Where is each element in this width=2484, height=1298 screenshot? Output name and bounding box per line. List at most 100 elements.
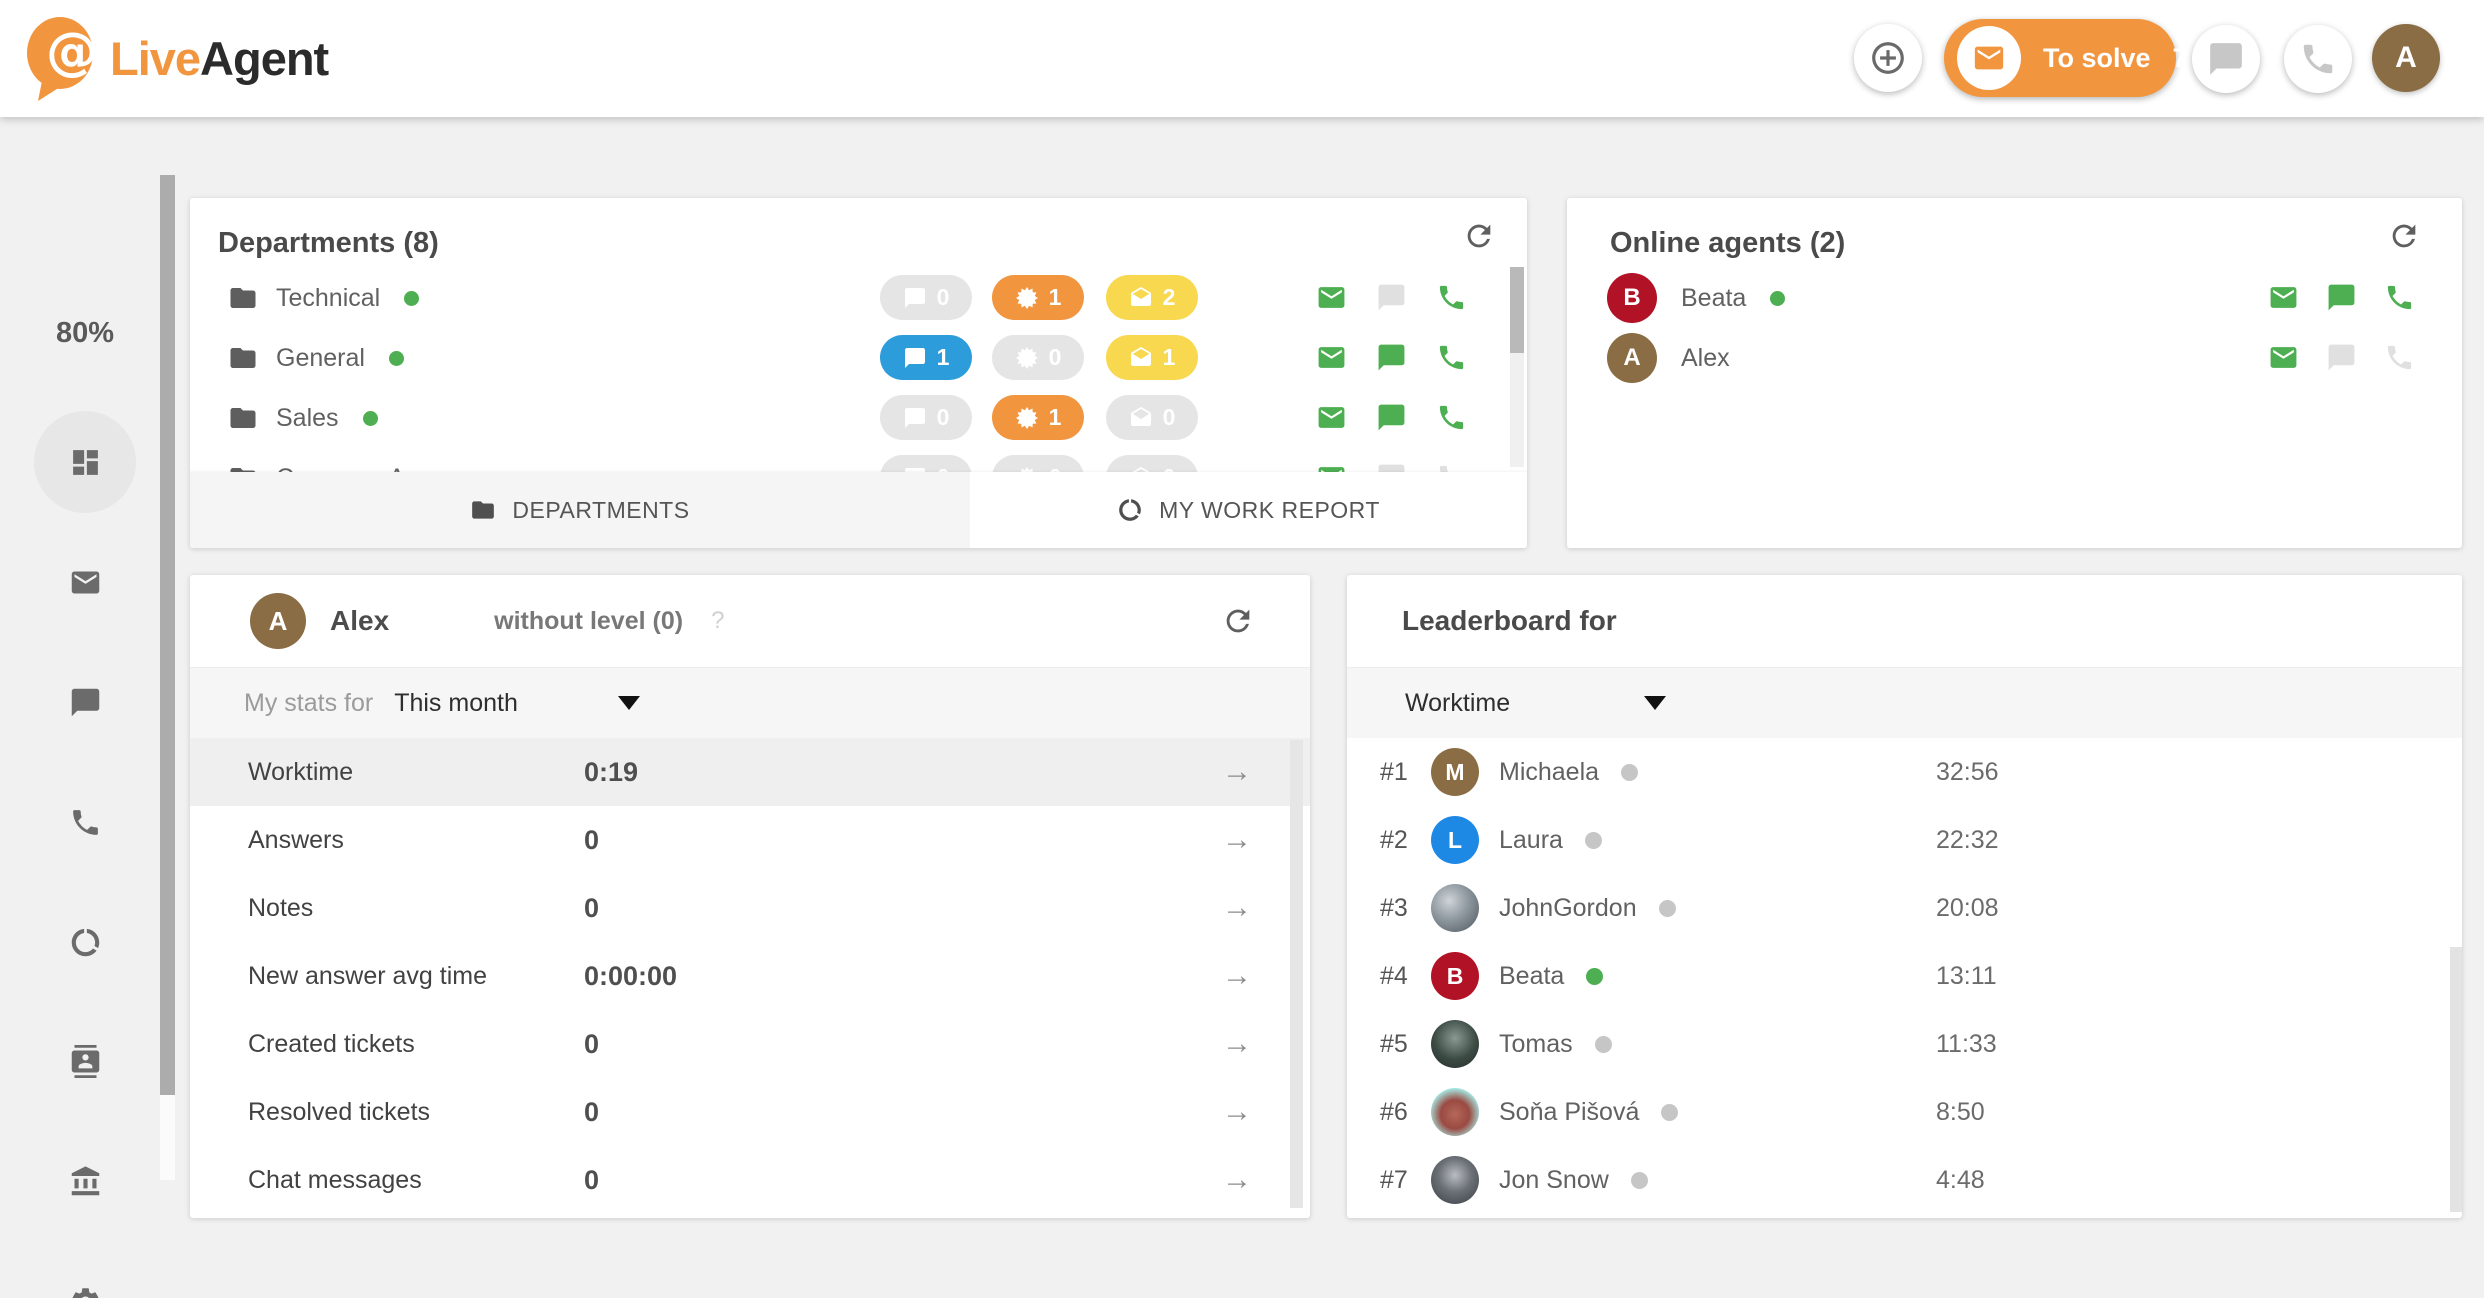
chevron-down-icon[interactable] — [617, 696, 640, 710]
sidebar-item-dashboard[interactable] — [34, 411, 136, 513]
stats-period-select[interactable]: This month — [394, 688, 518, 717]
agent-row-beata[interactable]: B Beata — [1567, 268, 2462, 328]
leaderboard-row-laura[interactable]: #2 L Laura 22:32 — [1347, 806, 2462, 874]
to-solve-button[interactable]: To solve 7 — [1944, 19, 2188, 97]
scrollbar-thumb[interactable] — [160, 175, 175, 1095]
stat-row-worktime[interactable]: Worktime 0:19 → — [190, 738, 1310, 806]
mails-count: 1 — [1162, 344, 1176, 370]
chevron-down-icon[interactable] — [1644, 696, 1667, 710]
calls-button[interactable] — [2284, 25, 2352, 93]
start-chat-button[interactable] — [2325, 342, 2357, 374]
chats-count-badge: 1 — [880, 335, 972, 380]
avatar: B — [1431, 952, 1479, 1000]
stat-row-chat-messages[interactable]: Chat messages 0 → — [190, 1146, 1310, 1214]
workload-percentage: 80% — [55, 317, 115, 349]
open-envelope-icon — [1129, 346, 1153, 370]
call-button[interactable] — [2383, 282, 2415, 314]
sidebar-item-tickets[interactable] — [53, 550, 117, 614]
arrow-right-icon[interactable]: → — [1222, 1027, 1252, 1060]
avatar-photo — [1431, 1088, 1479, 1136]
call-button[interactable] — [2383, 342, 2415, 374]
tab-my-work-report[interactable]: MY WORK REPORT — [970, 472, 1527, 548]
sidebar-item-calls[interactable] — [53, 790, 117, 854]
new-ticket-button[interactable] — [1315, 402, 1347, 434]
refresh-button[interactable] — [1216, 599, 1260, 643]
leaderboard-row-michaela[interactable]: #1 M Michaela 32:56 — [1347, 738, 2462, 806]
leaderboard-row-beata[interactable]: #4 B Beata 13:11 — [1347, 942, 2462, 1010]
department-row-sales[interactable]: Sales 0 1 0 — [190, 388, 1527, 448]
avatar: B — [1607, 273, 1657, 323]
stats-scrollbar[interactable] — [1290, 740, 1303, 1208]
leaderboard-metric-select[interactable]: Worktime — [1405, 688, 1511, 717]
brand-name-live: Live — [110, 32, 201, 85]
agent-name: Michaela — [1499, 757, 1600, 786]
arrow-right-icon[interactable]: → — [1222, 1163, 1252, 1196]
burst-icon — [1015, 406, 1039, 430]
department-row-technical[interactable]: Technical 0 1 2 — [190, 268, 1527, 328]
leaderboard-row-sona-pisova[interactable]: #6 Soňa Pišová 8:50 — [1347, 1078, 2462, 1146]
arrow-right-icon[interactable]: → — [1222, 959, 1252, 992]
call-button[interactable] — [1435, 342, 1467, 374]
online-status-dot — [1586, 967, 1604, 985]
stats-filter-label: My stats for — [244, 688, 374, 717]
leaderboard-scrollbar[interactable] — [2450, 947, 2462, 1212]
stat-row-answers[interactable]: Answers 0 → — [190, 806, 1310, 874]
leaderboard-row-tomas[interactable]: #5 Tomas 11:33 — [1347, 1010, 2462, 1078]
agent-name: Alex — [1681, 343, 1730, 372]
start-chat-button[interactable] — [1375, 402, 1407, 434]
scrollbar-thumb[interactable] — [1510, 267, 1524, 353]
sidebar-item-chats[interactable] — [53, 670, 117, 734]
refresh-button[interactable] — [1457, 214, 1501, 258]
leaderboard-row-johngordon[interactable]: #3 JohnGordon 20:08 — [1347, 874, 2462, 942]
arrow-right-icon[interactable]: → — [1222, 1095, 1252, 1128]
gear-icon — [69, 1285, 102, 1298]
stat-row-created-tickets[interactable]: Created tickets 0 → — [190, 1010, 1310, 1078]
online-status-dot — [362, 410, 378, 426]
ring-chart-icon — [69, 926, 102, 959]
sidebar-item-settings[interactable] — [53, 1269, 117, 1298]
departments-panel: Departments (8) Technical 0 1 2 General — [190, 198, 1527, 548]
leaderboard-row-jon-snow[interactable]: #7 Jon Snow 4:48 — [1347, 1146, 2462, 1214]
scrollbar-track[interactable] — [160, 1095, 175, 1180]
envelope-icon — [1316, 342, 1347, 373]
agent-row-alex[interactable]: A Alex — [1567, 328, 2462, 388]
sidebar-item-billing[interactable] — [53, 1149, 117, 1213]
arrow-right-icon[interactable]: → — [1222, 823, 1252, 856]
phone-icon — [69, 806, 102, 839]
stat-row-new-answer-avg-time[interactable]: New answer avg time 0:00:00 → — [190, 942, 1310, 1010]
chats-count-badge: 0 — [880, 395, 972, 440]
new-ticket-button[interactable] — [1315, 342, 1347, 374]
brand-wordmark: LiveAgent — [110, 31, 329, 86]
chats-count: 0 — [936, 404, 950, 430]
call-button[interactable] — [1435, 282, 1467, 314]
arrow-right-icon[interactable]: → — [1222, 755, 1252, 788]
worktime-value: 13:11 — [1936, 961, 1997, 990]
call-button[interactable] — [1435, 402, 1467, 434]
start-chat-button[interactable] — [1375, 342, 1407, 374]
sidebar-item-customers[interactable] — [53, 1029, 117, 1093]
add-button[interactable] — [1854, 24, 1922, 92]
help-icon[interactable]: ? — [711, 607, 725, 634]
refresh-button[interactable] — [2382, 214, 2426, 258]
stat-row-notes[interactable]: Notes 0 → — [190, 874, 1310, 942]
department-row-general[interactable]: General 1 0 1 — [190, 328, 1527, 388]
phone-icon — [2299, 40, 2337, 78]
profile-avatar[interactable]: A — [2372, 24, 2440, 92]
departments-scrollbar[interactable] — [1510, 267, 1524, 467]
tab-departments[interactable]: DEPARTMENTS — [190, 472, 970, 548]
online-agents-list: B Beata A Alex — [1567, 268, 2462, 388]
new-ticket-button[interactable] — [1315, 282, 1347, 314]
new-ticket-button[interactable] — [2267, 342, 2299, 374]
arrow-right-icon[interactable]: → — [1222, 891, 1252, 924]
start-chat-button[interactable] — [2325, 282, 2357, 314]
start-chat-button[interactable] — [1375, 282, 1407, 314]
chats-button[interactable] — [2192, 25, 2260, 93]
vertical-scrollbar[interactable] — [160, 175, 175, 1180]
brand-logo[interactable]: @ LiveAgent — [24, 10, 329, 107]
offline-status-dot — [1661, 1103, 1679, 1121]
online-status-dot — [404, 290, 420, 306]
sidebar-item-reports[interactable] — [53, 910, 117, 974]
stat-row-resolved-tickets[interactable]: Resolved tickets 0 → — [190, 1078, 1310, 1146]
new-ticket-button[interactable] — [2267, 282, 2299, 314]
